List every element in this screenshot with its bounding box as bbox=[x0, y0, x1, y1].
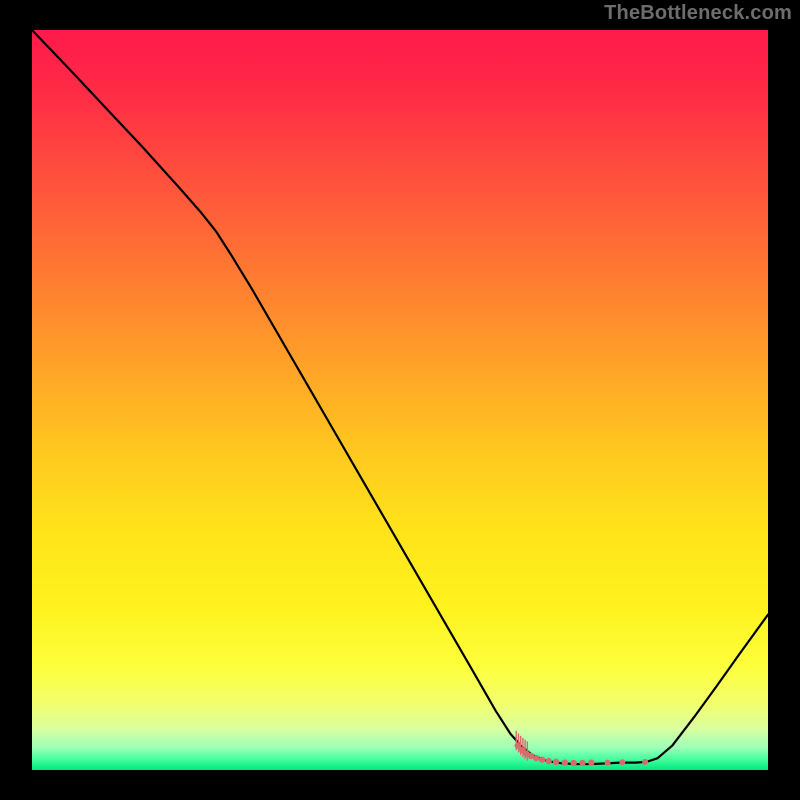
gradient-background bbox=[32, 30, 768, 770]
trough-marker bbox=[533, 755, 539, 761]
trough-marker bbox=[605, 760, 611, 766]
trough-marker bbox=[579, 760, 585, 766]
bottleneck-chart bbox=[32, 30, 768, 770]
watermark-text: TheBottleneck.com bbox=[604, 2, 792, 25]
trough-marker bbox=[545, 758, 551, 764]
figure-root: TheBottleneck.com bbox=[0, 0, 800, 800]
trough-marker bbox=[539, 756, 545, 762]
trough-marker bbox=[588, 759, 594, 765]
chart-svg bbox=[32, 30, 768, 770]
trough-marker bbox=[553, 759, 559, 765]
trough-marker bbox=[570, 760, 576, 766]
trough-marker bbox=[642, 759, 648, 765]
trough-marker bbox=[619, 759, 625, 765]
trough-marker bbox=[562, 759, 568, 765]
